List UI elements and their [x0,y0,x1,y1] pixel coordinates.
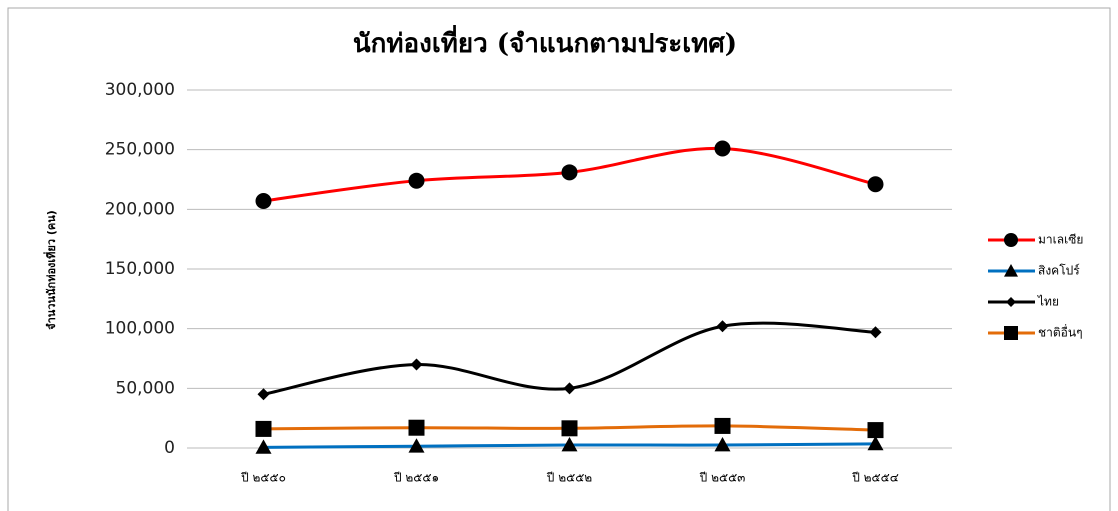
marker [561,164,578,181]
chart-title: นักท่องเที่ยว (จำแนกตามประเทศ) [353,24,737,59]
marker [869,326,882,339]
marker [410,358,423,371]
marker [563,382,576,395]
x-tick-label: ปี ๒๕๕๐ [241,471,286,485]
marker [561,420,578,437]
x-tick-label: ปี ๒๕๕๓ [699,471,745,485]
x-tick-label: ปี ๒๕๕๑ [393,471,439,485]
x-tick-label: ปี ๒๕๕๔ [852,471,899,485]
legend-label: สิงคโปร์ [1038,264,1080,278]
y-tick-label: 150,000 [105,259,175,279]
y-tick-label: 300,000 [105,80,175,100]
marker [408,438,425,453]
marker [867,176,884,193]
legend-label: ชาติอื่นๆ [1038,324,1083,340]
marker [716,320,729,333]
y-tick-label: 0 [164,438,175,458]
legend-label: มาเลเซีย [1038,233,1083,247]
marker [714,140,731,157]
y-tick-label: 100,000 [105,319,175,339]
marker [714,437,731,452]
marker [867,435,884,451]
marker [257,388,270,401]
y-tick-label: 200,000 [105,199,175,219]
marker [561,437,578,452]
marker [408,172,425,189]
marker [1004,233,1018,247]
marker [408,419,425,436]
y-tick-label: 250,000 [105,140,175,160]
marker [1004,326,1018,340]
marker [714,417,731,434]
marker [1004,264,1018,277]
y-axis-label: จำนวนนักท่องเที่ยว (คน) [43,210,58,330]
legend-label: ไทย [1037,295,1059,309]
marker [255,439,272,454]
marker [255,192,272,209]
marker [1006,297,1016,307]
marker [867,422,884,439]
x-tick-label: ปี ๒๕๕๒ [546,471,592,485]
y-tick-label: 50,000 [116,378,175,398]
marker [255,420,272,437]
